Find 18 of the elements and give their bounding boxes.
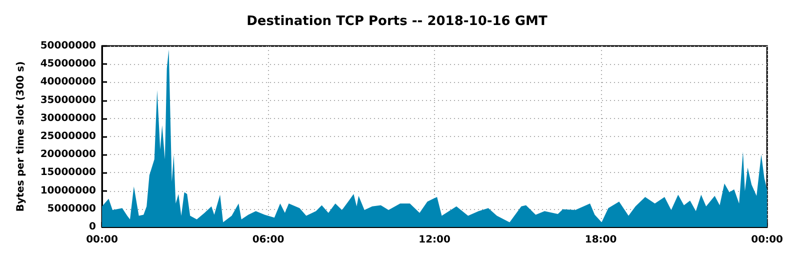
y-tick-label: 40000000 bbox=[40, 76, 96, 88]
y-axis-title: Bytes per time slot (300 s) bbox=[16, 61, 26, 212]
y-tick-label: 25000000 bbox=[40, 131, 96, 142]
y-tick-label: 50000000 bbox=[40, 40, 96, 52]
x-tick-label: 06:00 bbox=[252, 234, 284, 246]
x-tick-label: 00:00 bbox=[86, 234, 118, 246]
y-tick-label: 10000000 bbox=[40, 185, 96, 196]
chart-title: Destination TCP Ports -- 2018-10-16 GMT bbox=[246, 14, 548, 29]
y-tick-label: 20000000 bbox=[40, 149, 96, 160]
y-tick-label: 0 bbox=[89, 222, 96, 232]
y-tick-label: 35000000 bbox=[40, 94, 96, 106]
x-tick-label: 12:00 bbox=[418, 234, 450, 246]
y-tick-label: 30000000 bbox=[40, 112, 96, 124]
x-tick-label: 00:00 bbox=[751, 234, 784, 246]
y-tick-label: 45000000 bbox=[40, 58, 96, 70]
y-tick-label: 5000000 bbox=[47, 203, 96, 214]
y-tick-label: 15000000 bbox=[40, 167, 96, 178]
x-tick-label: 18:00 bbox=[584, 234, 617, 246]
